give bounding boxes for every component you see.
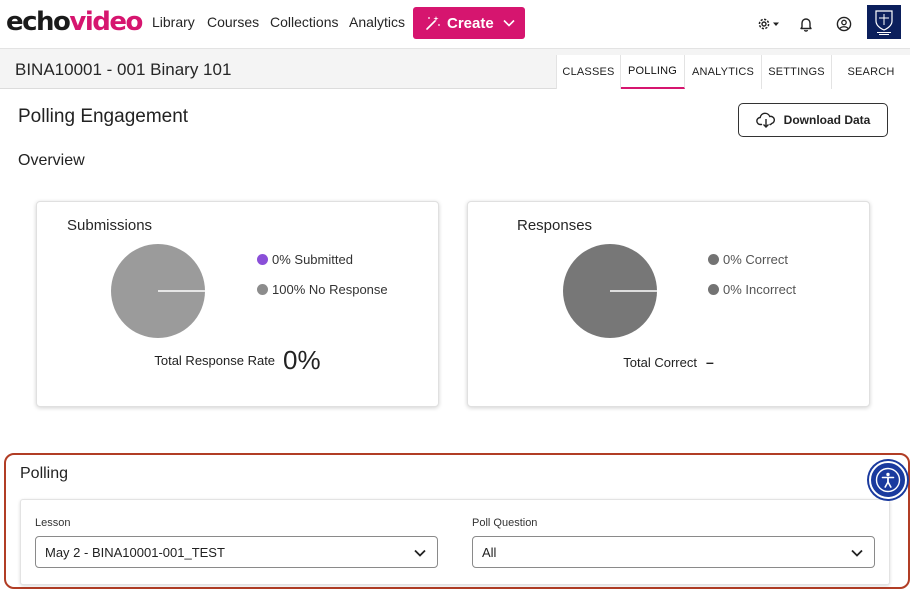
legend-dot-incorrect xyxy=(708,284,719,295)
create-button-label: Create xyxy=(447,14,494,32)
poll-question-label: Poll Question xyxy=(472,517,538,529)
notifications-button[interactable] xyxy=(795,13,817,35)
legend-submitted: 0% Submitted xyxy=(257,252,353,267)
polling-title: Polling xyxy=(20,465,69,482)
user-profile-button[interactable] xyxy=(833,13,855,35)
total-response-rate-label: Total Response Rate xyxy=(154,353,276,368)
logo-part-echo: echo xyxy=(6,7,71,37)
lesson-label: Lesson xyxy=(35,517,71,529)
gear-icon xyxy=(758,18,779,30)
tab-analytics[interactable]: ANALYTICS xyxy=(685,55,762,89)
course-tabs: CLASSES POLLING ANALYTICS SETTINGS SEARC… xyxy=(556,55,910,89)
polling-filters: Lesson May 2 - BINA10001-001_TEST Poll Q… xyxy=(20,499,890,585)
echovideo-logo[interactable]: echovideo xyxy=(6,6,143,38)
nav-courses[interactable]: Courses xyxy=(207,14,260,30)
legend-label-incorrect: 0% Incorrect xyxy=(723,282,796,297)
responses-title: Responses xyxy=(517,217,593,234)
accessibility-button[interactable] xyxy=(869,461,907,499)
create-button[interactable]: Create xyxy=(413,7,525,39)
overview-heading: Overview xyxy=(18,152,85,169)
legend-dot-correct xyxy=(708,254,719,265)
course-header-bar: BINA10001 - 001 Binary 101 CLASSES POLLI… xyxy=(0,48,910,89)
total-correct-value: – xyxy=(705,354,714,370)
logo-part-video: video xyxy=(69,7,143,37)
user-icon xyxy=(836,16,852,32)
university-logo[interactable] xyxy=(867,5,901,39)
nav-analytics[interactable]: Analytics xyxy=(349,14,406,30)
tab-classes[interactable]: CLASSES xyxy=(557,55,621,89)
nav-collections[interactable]: Collections xyxy=(270,14,339,30)
submissions-title: Submissions xyxy=(67,217,153,234)
legend-correct: 0% Correct xyxy=(708,252,788,267)
chevron-down-icon xyxy=(851,549,863,557)
poll-question-select-value: All xyxy=(482,544,497,560)
top-navigation: echovideo Library Courses Collections An… xyxy=(0,0,910,46)
page-title: Polling Engagement xyxy=(18,106,189,127)
total-response-rate-value: 0% xyxy=(283,345,321,375)
legend-dot-submitted xyxy=(257,254,268,265)
lesson-select-value: May 2 - BINA10001-001_TEST xyxy=(45,544,225,560)
polling-section: Polling Lesson May 2 - BINA10001-001_TES… xyxy=(4,453,910,589)
settings-menu-button[interactable] xyxy=(754,13,782,35)
total-response-rate: Total Response Rate 0% xyxy=(37,345,438,376)
lesson-select[interactable]: May 2 - BINA10001-001_TEST xyxy=(35,536,438,568)
responses-pie-chart xyxy=(563,244,657,338)
university-crest-icon xyxy=(875,10,893,35)
total-correct-label: Total Correct xyxy=(623,354,697,370)
accessibility-icon xyxy=(875,467,901,493)
magic-wand-icon xyxy=(426,16,440,30)
legend-label-correct: 0% Correct xyxy=(723,252,789,267)
chevron-down-icon xyxy=(503,19,515,27)
tab-polling[interactable]: POLLING xyxy=(621,55,685,89)
download-data-button[interactable]: Download Data xyxy=(738,103,888,137)
tab-search[interactable]: SEARCH xyxy=(832,55,910,89)
bell-icon xyxy=(800,18,812,32)
responses-card: Responses 0% Correct 0% Incorrect Total … xyxy=(467,201,870,407)
legend-dot-no-response xyxy=(257,284,268,295)
download-data-label: Download Data xyxy=(783,113,871,127)
legend-label-submitted: 0% Submitted xyxy=(272,252,353,267)
legend-no-response: 100% No Response xyxy=(257,282,388,297)
legend-incorrect: 0% Incorrect xyxy=(708,282,796,297)
poll-question-select[interactable]: All xyxy=(472,536,875,568)
chevron-down-icon xyxy=(414,549,426,557)
submissions-pie-chart xyxy=(111,244,205,338)
submissions-card: Submissions 0% Submitted 100% No Respons… xyxy=(36,201,439,407)
nav-library[interactable]: Library xyxy=(152,14,195,30)
legend-label-no-response: 100% No Response xyxy=(272,282,388,297)
course-title: BINA10001 - 001 Binary 101 xyxy=(15,60,232,79)
total-correct: Total Correct – xyxy=(468,354,869,370)
tab-settings[interactable]: SETTINGS xyxy=(762,55,832,89)
cloud-download-icon xyxy=(755,112,775,128)
